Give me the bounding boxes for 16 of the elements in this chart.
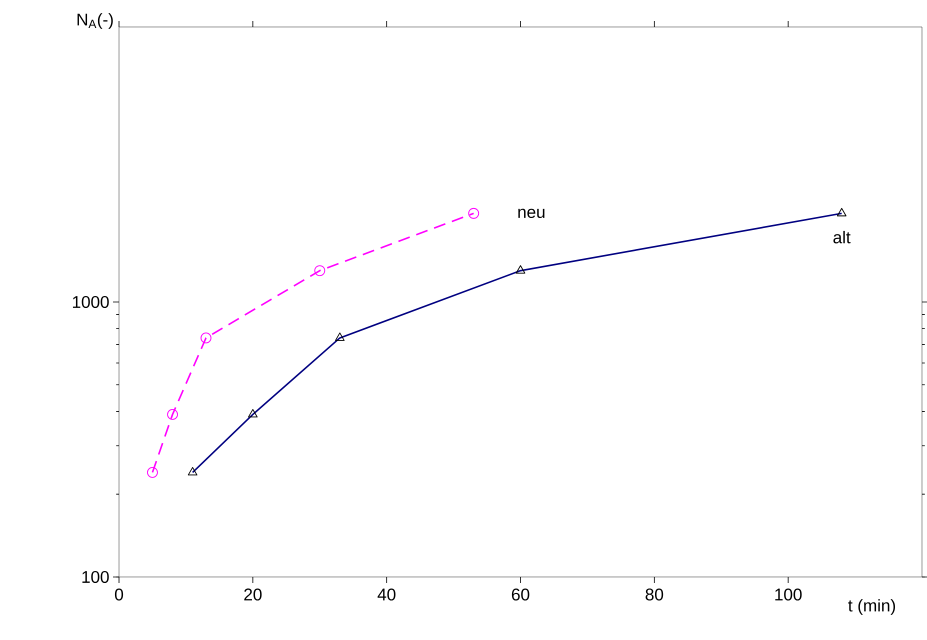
- point: [200, 332, 212, 344]
- x-tick-label: 80: [646, 588, 664, 601]
- point: [147, 466, 158, 478]
- point: [167, 408, 178, 420]
- x-tick-label: 60: [512, 588, 530, 601]
- y-axis-title: N$_{A}$(-): [78, 13, 113, 29]
- x-tick-label: 20: [244, 588, 262, 601]
- point: [468, 208, 480, 219]
- x-tick-label: 100: [775, 588, 802, 601]
- text: neu: [518, 208, 544, 218]
- y-tick-label: 1000: [72, 296, 109, 308]
- x-axis-title: t (min): [848, 599, 896, 615]
- x-tick-label: 0: [114, 588, 124, 601]
- series-label: alt: [833, 230, 851, 244]
- point: [314, 265, 326, 276]
- x-tick-label: 40: [378, 588, 396, 601]
